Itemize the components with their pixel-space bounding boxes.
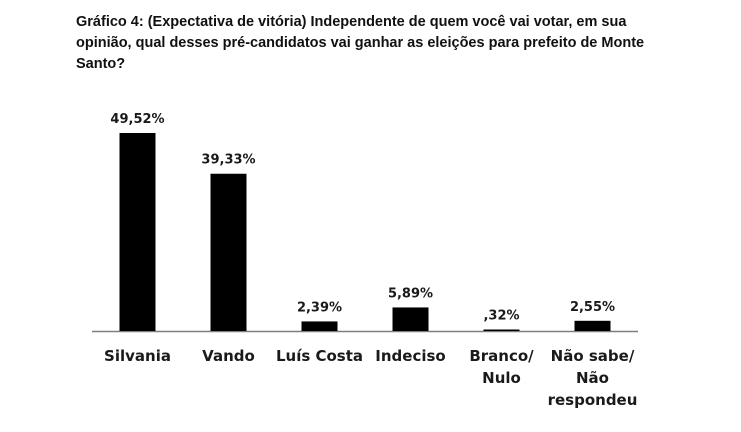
category-label-3: Indeciso [375,347,445,365]
value-label-2: 2,39% [297,300,342,315]
category-labels-group: Silvania Vando Luís Costa Indeciso Branco/Nu… [104,347,637,409]
category-label-4: Branco/Nulo [469,347,534,387]
bar-5 [574,320,611,331]
value-label-5: 2,55% [570,300,615,315]
value-label-0: 49,52% [110,112,164,127]
bar-3 [392,307,429,331]
value-label-1: 39,33% [201,153,255,168]
category-label-5: Não sabe/Não respondeu [548,347,638,409]
bars-group [119,133,611,331]
value-label-4: ,32% [483,309,519,324]
value-labels-group: 49,52% 39,33% 2,39% 5,89% ,32% 2,55% [110,112,615,324]
bar-4 [483,329,520,331]
bar-2 [301,321,338,331]
chart-title: Gráfico 4: (Expectativa de vitória) Inde… [76,14,645,72]
category-label-2: Luís Costa [276,347,363,365]
category-label-0: Silvania [104,347,171,365]
category-label-1: Vando [202,347,255,365]
bar-0 [119,133,156,331]
value-label-3: 5,89% [388,286,433,301]
bar-1 [210,173,247,331]
